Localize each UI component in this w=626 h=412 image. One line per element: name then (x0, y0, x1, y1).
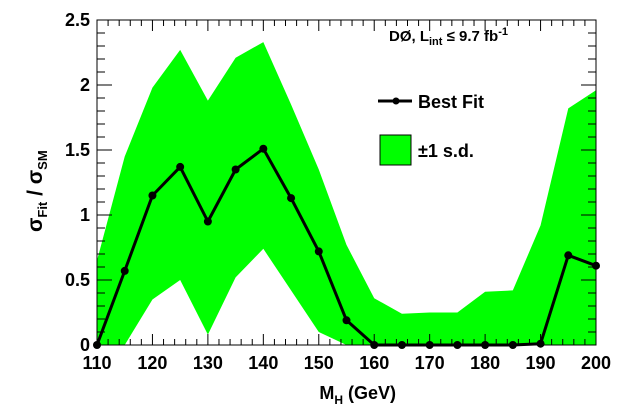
x-tick-label: 200 (581, 353, 611, 373)
header-lumi-sup: -1 (498, 26, 508, 38)
best-fit-point (176, 162, 185, 171)
x-tick-label: 170 (415, 353, 445, 373)
tick-layer: 110 120 130 140 150 160 170 180 190 200 0 0.5 1 1.5 2 2… (65, 10, 611, 373)
best-fit-point (120, 266, 129, 275)
x-axis-title: MH (GeV) (319, 383, 396, 407)
legend-band-swatch (379, 134, 412, 166)
y-tick-label: 0 (80, 335, 90, 355)
header-lumi-sub: int (429, 36, 443, 48)
x-axis-title-rest: (GeV) (343, 383, 396, 403)
x-tick-label: 110 (82, 353, 111, 373)
best-fit-point (231, 165, 240, 174)
plot-frame (96, 19, 597, 346)
best-fit-point (287, 194, 296, 203)
best-fit-point (314, 247, 323, 256)
y-tick-label: 1.5 (65, 140, 90, 160)
x-tick-label: 130 (193, 353, 223, 373)
x-axis-title-main: M (319, 383, 334, 403)
x-tick-label: 150 (304, 353, 334, 373)
y-axis-title-sm-sub: SM (35, 150, 50, 170)
best-fit-point (148, 191, 157, 200)
legend-band-label: ±1 s.d. (418, 141, 474, 161)
y-tick-label: 0.5 (65, 270, 90, 290)
y-tick-label: 2.5 (65, 10, 90, 30)
best-fit-point (203, 217, 212, 226)
header-experiment: DØ, L (389, 28, 429, 45)
legend-best-fit-marker (392, 97, 400, 105)
best-fit-point (342, 316, 351, 325)
header-lumi-rel: ≤ 9.7 fb (442, 28, 498, 45)
y-axis-title-sigma-sm: σ (24, 170, 47, 184)
legend-best-fit-label: Best Fit (418, 92, 484, 112)
y-axis-title: σFit / σSM (24, 150, 50, 232)
x-tick-label: 180 (470, 353, 500, 373)
y-axis-title-fit-sub: Fit (35, 201, 50, 218)
best-fit-point (564, 251, 573, 260)
x-tick-label: 140 (248, 353, 278, 373)
x-tick-label: 160 (359, 353, 389, 373)
y-tick-label: 2 (80, 75, 90, 95)
y-axis-title-sigma-fit: σ (24, 218, 47, 232)
x-tick-label: 190 (526, 353, 556, 373)
band-layer (97, 42, 596, 345)
legend: Best Fit ±1 s.d. (378, 92, 484, 166)
y-tick-label: 1 (80, 205, 90, 225)
x-tick-label: 120 (137, 353, 167, 373)
y-axis-title-sep: / (24, 184, 47, 202)
chart-header: DØ, Lint ≤ 9.7 fb-1 (389, 26, 508, 48)
sd-band (97, 42, 596, 345)
x-axis-title-sub: H (334, 393, 343, 407)
best-fit-point (259, 144, 268, 153)
